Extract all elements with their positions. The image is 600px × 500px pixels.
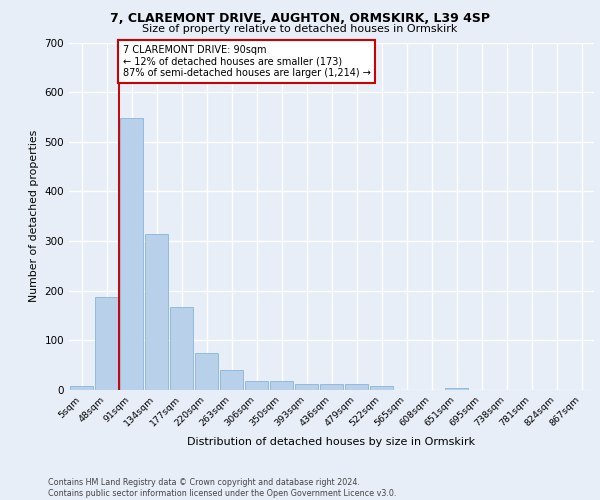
Text: Size of property relative to detached houses in Ormskirk: Size of property relative to detached ho… bbox=[142, 24, 458, 34]
Text: Contains HM Land Registry data © Crown copyright and database right 2024.
Contai: Contains HM Land Registry data © Crown c… bbox=[48, 478, 397, 498]
Bar bbox=[95, 296, 118, 390]
Bar bbox=[445, 388, 468, 390]
X-axis label: Distribution of detached houses by size in Ormskirk: Distribution of detached houses by size … bbox=[187, 437, 476, 447]
Bar bbox=[70, 386, 93, 390]
Text: 7, CLAREMONT DRIVE, AUGHTON, ORMSKIRK, L39 4SP: 7, CLAREMONT DRIVE, AUGHTON, ORMSKIRK, L… bbox=[110, 12, 490, 26]
Bar bbox=[220, 370, 243, 390]
Bar bbox=[195, 354, 218, 390]
Bar bbox=[370, 386, 393, 390]
Bar bbox=[120, 118, 143, 390]
Bar bbox=[245, 381, 268, 390]
Bar bbox=[295, 384, 318, 390]
Text: 7 CLAREMONT DRIVE: 90sqm
← 12% of detached houses are smaller (173)
87% of semi-: 7 CLAREMONT DRIVE: 90sqm ← 12% of detach… bbox=[123, 45, 371, 78]
Bar bbox=[170, 306, 193, 390]
Bar bbox=[145, 234, 168, 390]
Bar bbox=[345, 384, 368, 390]
Y-axis label: Number of detached properties: Number of detached properties bbox=[29, 130, 39, 302]
Bar bbox=[270, 381, 293, 390]
Bar bbox=[320, 384, 343, 390]
